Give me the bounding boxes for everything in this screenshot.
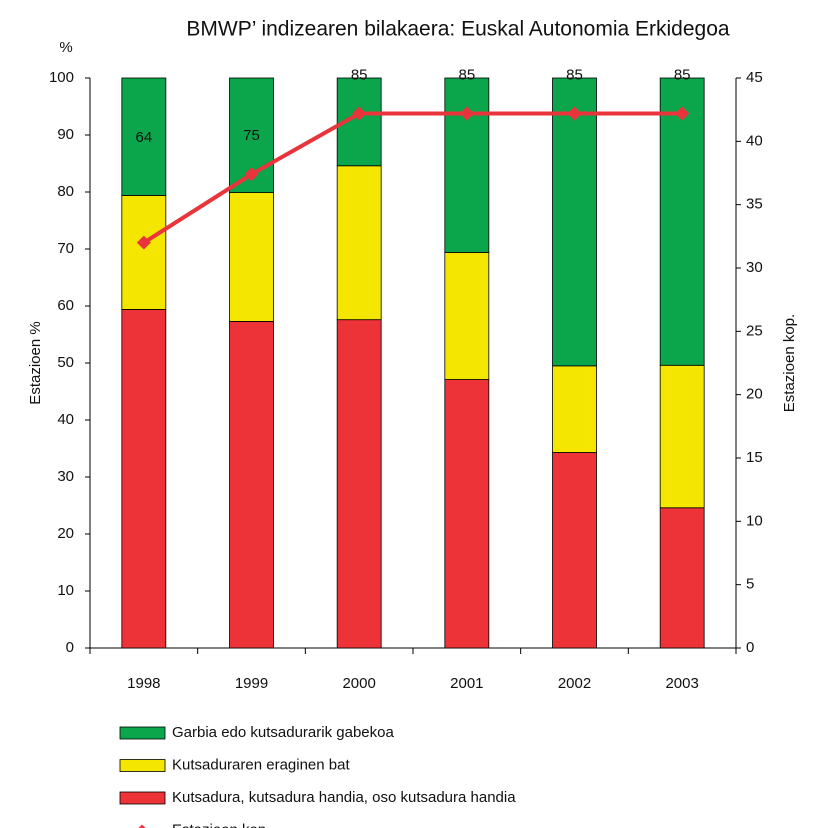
y2-tick-label: 40 — [746, 132, 763, 149]
station-count-label: 64 — [135, 129, 152, 146]
legend-swatch — [119, 791, 166, 805]
y-tick-label: 90 — [57, 126, 74, 143]
bar-segment — [444, 77, 490, 253]
y2-tick-label: 25 — [746, 322, 763, 339]
line-marker — [459, 106, 474, 121]
bar-segment — [659, 507, 705, 649]
line-marker — [136, 235, 151, 250]
y2-tick-label: 0 — [746, 639, 754, 656]
x-tick-label: 2002 — [558, 675, 591, 692]
y-unit: % — [59, 39, 72, 56]
bar-segment — [336, 165, 382, 321]
line-marker — [352, 106, 367, 121]
station-count-label: 75 — [243, 127, 260, 144]
legend-swatch — [119, 726, 166, 740]
line-marker — [244, 167, 259, 182]
y2-tick-label: 15 — [746, 449, 763, 466]
y2-tick-label: 10 — [746, 512, 763, 529]
y2-axis-title: Estazioen kop. — [781, 314, 798, 412]
y2-tick-label: 20 — [746, 386, 763, 403]
y-tick-label: 60 — [57, 297, 74, 314]
line-marker — [567, 106, 582, 121]
y-tick-label: 10 — [57, 582, 74, 599]
x-tick-label: 2003 — [665, 675, 698, 692]
station-count-label: 85 — [674, 66, 691, 83]
legend-label: Estazioen kop. — [172, 821, 270, 828]
bar-segment — [659, 77, 705, 366]
bar-segment — [552, 365, 597, 453]
station-count-label: 85 — [351, 66, 368, 83]
legend-marker — [138, 824, 146, 828]
bar-segment — [121, 77, 167, 196]
y-tick-label: 80 — [57, 183, 74, 200]
x-tick-label: 2000 — [342, 675, 375, 692]
y-axis-title: Estazioen % — [27, 321, 44, 404]
x-tick-label: 1999 — [235, 675, 268, 692]
bar-segment — [552, 452, 597, 649]
y2-tick-label: 45 — [746, 69, 763, 86]
y2-tick-label: 30 — [746, 259, 763, 276]
legend-label: Kutsaduraren eraginen bat — [172, 756, 350, 773]
bar-segment — [121, 195, 167, 310]
x-tick-label: 1998 — [127, 675, 160, 692]
bar-segment — [444, 379, 490, 649]
line-marker — [675, 106, 690, 121]
chart-title: BMWP’ indizearen bilakaera: Euskal Auton… — [186, 18, 729, 41]
legend-swatch — [119, 759, 166, 772]
y-tick-label: 0 — [66, 639, 74, 656]
y-tick-label: 50 — [57, 354, 74, 371]
bar-segment — [121, 309, 167, 649]
legend-label: Garbia edo kutsadurarik gabekoa — [172, 724, 394, 741]
y2-tick-label: 35 — [746, 196, 763, 213]
line — [142, 111, 683, 245]
y-tick-label: 100 — [49, 69, 74, 86]
bar-segment — [336, 319, 382, 649]
bar-segment — [444, 252, 490, 380]
y-tick-label: 20 — [57, 525, 74, 542]
bar-segment — [552, 77, 597, 367]
bar-segment — [229, 192, 274, 322]
bar-segment — [229, 320, 274, 649]
station-count-label: 85 — [458, 66, 475, 83]
x-tick-label: 2001 — [450, 675, 483, 692]
y-tick-label: 30 — [57, 468, 74, 485]
legend-label: Kutsadura, kutsadura handia, oso kutsadu… — [172, 789, 516, 806]
y-tick-label: 70 — [57, 240, 74, 257]
y-tick-label: 40 — [57, 411, 74, 428]
bar-segment — [659, 364, 705, 509]
station-count-label: 85 — [566, 66, 583, 83]
y2-tick-label: 5 — [746, 576, 754, 593]
